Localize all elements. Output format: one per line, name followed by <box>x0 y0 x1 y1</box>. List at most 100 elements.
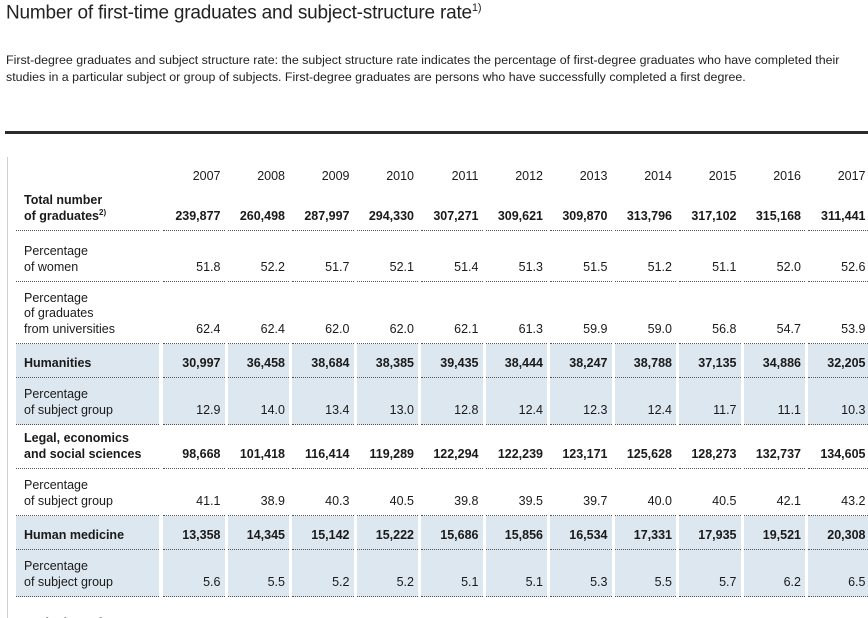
value: 5.1 <box>461 574 479 589</box>
value-cell: 294,330 <box>356 192 418 231</box>
value: 52.6 <box>841 259 866 274</box>
value: 51.5 <box>583 259 608 274</box>
value: 12.9 <box>196 402 221 417</box>
value-cell: 12.4 <box>614 378 676 425</box>
value-cell: 40.5 <box>679 469 741 516</box>
value: 62.1 <box>454 321 479 336</box>
value-cell: 42.1 <box>743 469 805 516</box>
value: 40.3 <box>325 493 350 508</box>
label-line: Percentage <box>24 387 88 401</box>
value-cell: 5.1 <box>485 550 547 597</box>
value: 59.0 <box>647 321 672 336</box>
value-cell: 12.8 <box>421 378 483 425</box>
value: 15,222 <box>375 527 414 542</box>
value-cell: 260,498 <box>227 192 289 231</box>
value: 132,737 <box>755 446 801 461</box>
value: 39.7 <box>583 493 608 508</box>
footnote-mark: 2) <box>99 207 107 217</box>
value-cell: 128,273 <box>679 425 741 469</box>
value: 119,289 <box>369 446 415 461</box>
divider <box>5 131 868 134</box>
value-cell: 17,331 <box>614 516 676 550</box>
value: 15,686 <box>440 527 479 542</box>
value: 34,886 <box>762 355 801 370</box>
label-line: Percentage <box>24 559 88 573</box>
value-cell: 52.2 <box>227 231 289 282</box>
label-line: Total number <box>24 193 103 207</box>
value-cell: 14,345 <box>227 516 289 550</box>
value-cell: 20,308 <box>808 516 868 550</box>
value-cell: 32,205 <box>808 344 868 378</box>
value-cell: 12.4 <box>485 378 547 425</box>
value: 38,385 <box>375 355 414 370</box>
row-label: Percentage of graduates from universities <box>16 282 159 344</box>
value-cell: 39.5 <box>485 469 547 516</box>
value: 54.7 <box>776 321 801 336</box>
value-cell: 119,289 <box>356 425 418 469</box>
year-header: 2017 <box>837 169 866 184</box>
year-header: 2015 <box>708 169 737 184</box>
year-header: 2013 <box>579 169 608 184</box>
value-cell: 15,142 <box>292 516 354 550</box>
value: 311,441 <box>821 208 866 223</box>
label-line: Percentage <box>24 244 88 258</box>
row-label: Percentage of women <box>16 231 159 282</box>
value-cell: 317,102 <box>679 192 741 231</box>
value: 309,621 <box>497 208 543 223</box>
value-cell: 311,441 <box>808 192 868 231</box>
value-cell: 13,358 <box>163 516 225 550</box>
value: 315,168 <box>755 208 801 223</box>
label-line: of subject group <box>24 402 113 417</box>
row-label: Humanities <box>16 344 159 378</box>
value-cell: 239,877 <box>163 192 225 231</box>
label-line: of women <box>24 259 79 274</box>
value: 11.1 <box>777 402 801 417</box>
value-cell: 12.3 <box>550 378 612 425</box>
value: 313,796 <box>626 208 672 223</box>
value: 38,444 <box>504 355 543 370</box>
value-cell: 11.1 <box>743 378 805 425</box>
value-cell: 17,935 <box>679 516 741 550</box>
description: First-degree graduates and subject struc… <box>6 53 840 84</box>
label-line: Human medicine <box>24 527 125 542</box>
value-cell: 5.5 <box>227 550 289 597</box>
value: 12.8 <box>454 402 479 417</box>
value-cell: 287,997 <box>292 192 354 231</box>
value: 5.7 <box>719 574 737 589</box>
value-cell: 13.4 <box>292 378 354 425</box>
value-cell: 39.7 <box>550 469 612 516</box>
value: 287,997 <box>304 208 350 223</box>
label-line: of subject group <box>24 493 113 508</box>
value: 5.5 <box>654 574 672 589</box>
value-cell: 62.0 <box>356 282 418 344</box>
label-line: Percentage <box>24 290 88 305</box>
value-cell: 5.6 <box>163 550 225 597</box>
value: 51.2 <box>647 259 672 274</box>
value-cell: 101,418 <box>227 425 289 469</box>
value: 13,358 <box>182 527 221 542</box>
value: 40.0 <box>647 493 672 508</box>
value: 52.2 <box>260 259 285 274</box>
row-label: Legal, economics and social sciences <box>16 425 159 469</box>
value: 62.0 <box>389 321 414 336</box>
value: 125,628 <box>626 446 672 461</box>
value-cell: 15,222 <box>356 516 418 550</box>
year-header: 2016 <box>773 169 801 184</box>
value-cell: 52.0 <box>743 231 805 282</box>
value: 52.1 <box>389 259 414 274</box>
value: 5.5 <box>267 574 285 589</box>
footnote-mark: 1) <box>471 2 482 14</box>
row-label: Human medicine <box>16 516 159 550</box>
value-cell: 36,458 <box>227 344 289 378</box>
value-cell: 37,135 <box>679 344 741 378</box>
value: 12.3 <box>583 402 608 417</box>
value-cell: 52.6 <box>808 231 868 282</box>
value: 239,877 <box>175 208 221 223</box>
value-cell: 11.7 <box>679 378 741 425</box>
value-cell: 38.9 <box>227 469 289 516</box>
value: 5.6 <box>203 574 221 589</box>
year-header: 2009 <box>321 169 350 184</box>
value-cell: 51.2 <box>614 231 676 282</box>
value-cell: 59.0 <box>614 282 676 344</box>
